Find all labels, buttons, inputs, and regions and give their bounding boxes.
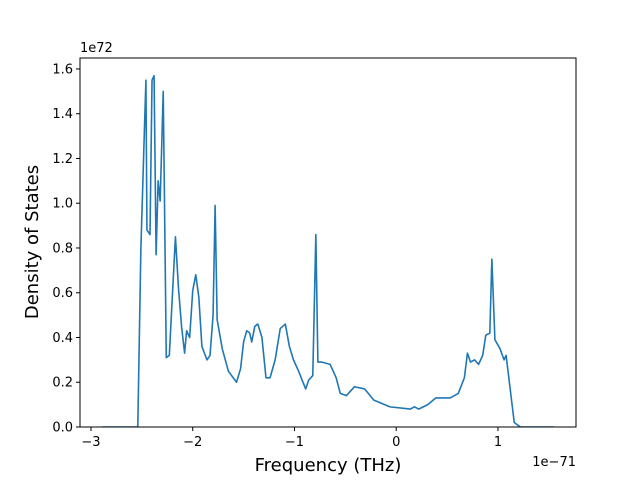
y-tick-label: 1.4 xyxy=(52,107,73,122)
x-tick-label: −1 xyxy=(285,435,304,450)
y-tick-label: 0.0 xyxy=(52,421,73,436)
dos-line xyxy=(102,74,554,427)
y-axis-label: Density of States xyxy=(22,165,43,319)
y-tick-label: 0.8 xyxy=(52,241,73,256)
y-tick-label: 1.2 xyxy=(52,152,73,167)
y-offset-label: 1e72 xyxy=(80,41,113,56)
x-offset-label: 1e−71 xyxy=(532,455,576,470)
x-tick-label: −3 xyxy=(81,435,100,450)
x-tick-label: 1 xyxy=(494,435,502,450)
y-tick-label: 0.6 xyxy=(52,286,73,301)
y-tick-label: 1.0 xyxy=(52,197,73,212)
y-tick-label: 1.6 xyxy=(52,62,73,77)
y-tick-label: 0.4 xyxy=(52,331,73,346)
x-tick-label: 0 xyxy=(392,435,400,450)
plot-frame xyxy=(79,57,577,428)
y-tick-label: 0.2 xyxy=(52,376,73,391)
x-axis-label: Frequency (THz) xyxy=(255,455,402,476)
x-tick-label: −2 xyxy=(183,435,202,450)
